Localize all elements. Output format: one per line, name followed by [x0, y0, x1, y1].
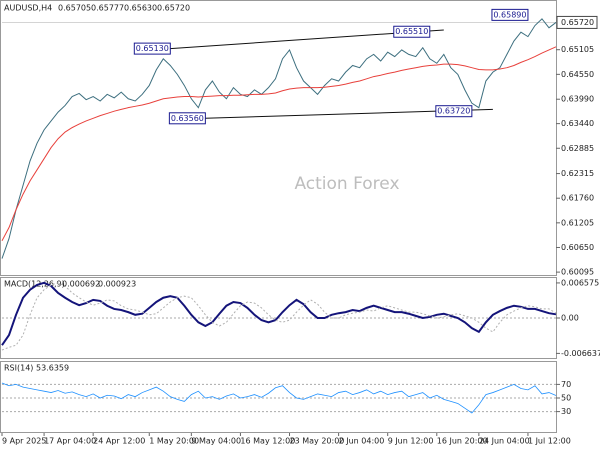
annotation-label: 0.65890: [493, 10, 526, 19]
annotation-box: [168, 112, 206, 125]
annotation-label: 0.63720: [437, 107, 470, 116]
ohlc-readout: 0.65777: [91, 4, 124, 13]
macd-readout: 0.000692: [62, 280, 100, 289]
ohlc-readout: 0.65705: [58, 4, 91, 13]
annotation-label: 0.65130: [136, 44, 169, 53]
rsi-readout: 53.6359: [36, 364, 69, 373]
y-tick-label: 0.60095: [561, 268, 594, 277]
annotation-label: 0.65510: [395, 27, 428, 36]
series-line: [1, 281, 557, 346]
last-price-label: 0.65720: [561, 18, 594, 27]
x-tick-label: 9 Jun 12:00: [388, 437, 434, 446]
x-tick-label: 2 Jun 04:00: [339, 437, 385, 446]
watermark: Action Forex: [294, 174, 399, 194]
series-line: [1, 46, 557, 242]
y-tick-label: 30: [561, 407, 571, 416]
ohlc-readout: 0.65630: [124, 4, 157, 13]
last-price-box: [556, 15, 598, 29]
y-tick-label: 0.62885: [561, 144, 594, 153]
annotation-box: [133, 42, 171, 55]
symbol: AUDUSD,H4: [4, 4, 52, 13]
y-tick-label: 0.62315: [561, 169, 594, 178]
x-tick-label: 17 Apr 04:00: [44, 437, 96, 446]
x-tick-label: 24 Apr 12:00: [93, 437, 145, 446]
x-tick-label: 9 May 04:00: [191, 437, 241, 446]
annotation-label: 0.63560: [171, 114, 204, 123]
y-tick-label: -0.006637: [561, 349, 600, 358]
y-tick-label: 0.61760: [561, 194, 594, 203]
y-tick-label: 0.64550: [561, 70, 594, 79]
y-tick-label: 0.63990: [561, 95, 594, 104]
macd-title: MACD(12,26,9): [4, 280, 65, 289]
annotation-box: [491, 8, 529, 21]
series-line: [1, 382, 557, 414]
price-panel: [0, 0, 557, 276]
x-tick-label: 23 May 20:00: [290, 437, 345, 446]
annotation-box: [393, 25, 431, 38]
x-tick-label: 24 Jun 04:00: [479, 437, 530, 446]
rsi-title: RSI(14): [4, 364, 33, 373]
y-tick-label: 0.60650: [561, 243, 594, 252]
x-tick-label: 16 May 12:00: [240, 437, 295, 446]
y-tick-label: 0.63440: [561, 119, 594, 128]
series-line: [1, 18, 557, 259]
y-tick-label: 50: [561, 394, 571, 403]
y-tick-label: 0.006575: [561, 278, 599, 287]
annotation-box: [435, 105, 473, 118]
macd-readout: 0.000923: [98, 280, 136, 289]
y-tick-label: 0.65105: [561, 45, 594, 54]
y-tick-label: 70: [561, 380, 571, 389]
rsi-panel: [0, 361, 557, 433]
y-tick-label: 0.00: [561, 314, 579, 323]
series-line: [1, 282, 557, 351]
x-tick-label: 1 May 20:00: [149, 437, 199, 446]
x-tick-label: 1 Jul 12:00: [528, 437, 571, 446]
y-tick-label: 0.61205: [561, 218, 594, 227]
x-tick-label: 16 Jun 20:00: [437, 437, 488, 446]
x-tick-label: 9 Apr 2025: [2, 437, 46, 446]
ohlc-readout: 0.65720: [157, 4, 190, 13]
